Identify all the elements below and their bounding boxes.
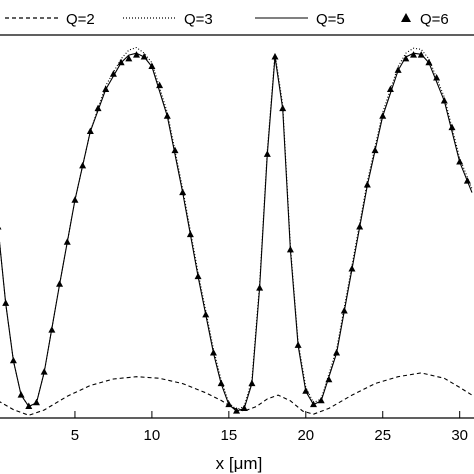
series-q6-point: [163, 112, 171, 119]
series-q2-line: [0, 372, 473, 416]
series-q6-point: [456, 158, 464, 165]
x-axis-label: x [μm]: [216, 454, 263, 473]
x-tick-label: 20: [297, 427, 314, 444]
series-q6-point: [363, 180, 371, 188]
series-q6-point: [448, 123, 456, 131]
series-q6-point: [156, 81, 164, 89]
series-q6-point: [425, 58, 433, 66]
series-q6-point: [186, 230, 194, 238]
series-q6-point: [440, 96, 448, 104]
legend-label-q2: Q=2: [66, 11, 95, 28]
series-q6-point: [271, 53, 279, 60]
series-q6-point: [225, 400, 233, 408]
series-q6-point: [148, 62, 156, 70]
series-q6-point: [102, 85, 110, 92]
series-q3-line: [0, 46, 473, 411]
series-q6-point: [309, 400, 317, 408]
series-q6-point: [25, 402, 33, 410]
legend: Q=2 Q=3 Q=5 Q=6: [0, 11, 474, 36]
x-tick-label: 15: [221, 427, 238, 444]
series-q6-point: [317, 396, 325, 404]
series-q6-point: [194, 272, 202, 280]
series-q6-point: [32, 398, 40, 406]
series-q6-point: [248, 379, 256, 387]
series-q6-point: [386, 85, 394, 92]
series-q5-line: [0, 52, 473, 412]
x-ticks: 5 10 15 20 25 30: [71, 411, 468, 444]
series-q6-point: [302, 387, 310, 394]
x-tick-label: 25: [374, 427, 391, 444]
series-q6-point: [371, 146, 379, 154]
series-q6-point: [340, 307, 348, 314]
series-q6-point: [202, 310, 210, 318]
series-q6-point: [217, 379, 225, 387]
series-q6-point: [279, 104, 287, 112]
series-q6-point: [402, 54, 410, 62]
legend-label-q6: Q=6: [420, 11, 449, 28]
series-q6-point: [63, 238, 71, 245]
series-q6-point: [356, 223, 364, 230]
legend-label-q3: Q=3: [184, 11, 213, 28]
series-q6-point: [394, 66, 402, 73]
x-tick-label: 10: [144, 427, 161, 444]
series-q6-point: [209, 349, 217, 356]
series-q6-point: [71, 196, 79, 203]
series-q6-point: [240, 404, 248, 411]
legend-label-q5: Q=5: [316, 11, 345, 28]
series-q6-point: [286, 245, 294, 253]
series-q6-point: [263, 150, 271, 157]
series-q6-point: [348, 265, 356, 272]
series-q6-point: [463, 177, 471, 184]
series-q6-point: [333, 349, 341, 356]
series-q6-point: [133, 51, 141, 58]
series-q6-point: [140, 53, 148, 60]
series-q6-point: [9, 356, 17, 364]
series-q6-point: [379, 112, 387, 119]
series-q6-point: [0, 226, 2, 230]
x-tick-label: 5: [71, 427, 79, 444]
series-q6-point: [171, 146, 179, 154]
series-q6-point: [179, 188, 187, 196]
series-q6-point: [256, 284, 264, 291]
series-q6-point: [233, 407, 241, 414]
series-q6-point: [17, 391, 25, 398]
series-q6-point: [109, 70, 117, 77]
series-q6-point: [79, 161, 87, 169]
series-q6-point: [433, 74, 441, 81]
series-q6-point: [417, 51, 425, 58]
series-q6-point: [294, 341, 302, 348]
series-q6-point: [86, 127, 94, 134]
series-q6-point: [94, 104, 102, 112]
series-q6-point: [2, 299, 10, 306]
plot-area: [0, 46, 473, 416]
series-q6-point: [56, 280, 64, 287]
series-q6-point: [410, 51, 418, 58]
series-q6-markers: [0, 51, 471, 414]
x-tick-label: 30: [451, 427, 468, 444]
series-q6-point: [40, 368, 48, 375]
legend-swatch-q6: [401, 13, 411, 22]
series-q6-point: [125, 54, 133, 62]
series-q6-point: [117, 58, 125, 66]
series-q6-point: [325, 375, 333, 383]
series-q6-point: [48, 326, 56, 333]
